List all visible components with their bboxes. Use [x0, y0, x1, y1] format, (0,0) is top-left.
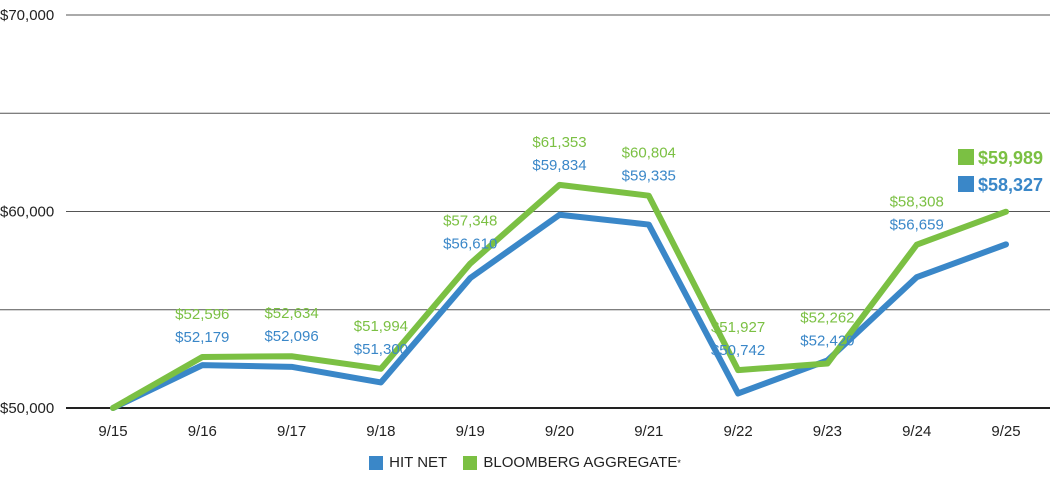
end-label-value: $58,327 — [978, 175, 1043, 195]
x-tick-label: 9/24 — [902, 423, 931, 440]
legend-swatch-hit-net — [369, 455, 384, 470]
data-label-hit-net: $50,742 — [711, 342, 765, 359]
x-tick-label: 9/23 — [813, 423, 842, 440]
data-label-hit-net: $56,610 — [443, 236, 497, 253]
end-label-value: $59,989 — [978, 148, 1043, 168]
legend-label-bloomberg: BLOOMBERG AGGREGATE — [483, 454, 678, 471]
data-label-bloomberg: $51,994 — [354, 318, 408, 335]
x-tick-label: 9/20 — [545, 423, 574, 440]
data-label-bloomberg: $51,927 — [711, 319, 765, 336]
data-label-hit-net: $52,096 — [264, 328, 318, 345]
legend-item-hit-net: HIT NET — [369, 454, 447, 471]
data-label-bloomberg: $61,353 — [532, 134, 586, 151]
end-labels: $59,989 $58,327 — [958, 148, 1043, 195]
legend-footnote-marker: * — [677, 457, 681, 468]
legend-item-bloomberg: BLOOMBERG AGGREGATE * — [463, 454, 681, 471]
y-tick-label: $50,000 — [0, 400, 54, 417]
data-label-hit-net: $59,335 — [622, 168, 676, 185]
y-axis-ticks: $50,000 $60,000 $70,000 — [0, 7, 54, 417]
x-tick-label: 9/22 — [723, 423, 752, 440]
legend-label-hit-net: HIT NET — [389, 454, 448, 471]
data-label-hit-net: $52,420 — [800, 332, 854, 349]
data-label-hit-net: $52,179 — [175, 329, 229, 346]
data-label-hit-net: $51,300 — [354, 341, 408, 358]
data-label-bloomberg: $60,804 — [622, 145, 676, 162]
end-label-marker — [958, 149, 974, 165]
data-label-hit-net: $56,659 — [890, 217, 944, 234]
x-tick-label: 9/18 — [366, 423, 395, 440]
x-tick-label: 9/25 — [991, 423, 1020, 440]
data-label-bloomberg: $52,634 — [264, 305, 318, 322]
data-label-bloomberg: $52,262 — [800, 309, 854, 326]
x-tick-label: 9/16 — [188, 423, 217, 440]
grid-lines — [0, 14, 1050, 409]
legend: HIT NET BLOOMBERG AGGREGATE * — [0, 454, 1050, 474]
data-label-hit-net: $59,834 — [532, 157, 586, 174]
data-label-bloomberg: $52,596 — [175, 306, 229, 323]
series-line-bloomberg — [110, 181, 1009, 411]
y-tick-label: $70,000 — [0, 7, 54, 24]
end-label-marker — [958, 176, 974, 192]
x-tick-label: 9/17 — [277, 423, 306, 440]
data-label-bloomberg: $58,308 — [890, 194, 944, 211]
x-tick-label: 9/19 — [456, 423, 485, 440]
x-axis-ticks: 9/15 9/16 9/17 9/18 9/19 9/20 9/21 9/22 9/23 9/24… — [98, 423, 1020, 440]
data-label-bloomberg: $57,348 — [443, 213, 497, 230]
data-labels: $52,596 $52,179 $52,634 $52,096 $51,994 $51,3… — [175, 134, 944, 359]
x-tick-label: 9/21 — [634, 423, 663, 440]
legend-swatch-bloomberg — [463, 455, 478, 470]
x-tick-label: 9/15 — [98, 423, 127, 440]
series-lines — [110, 181, 1009, 411]
y-tick-label: $60,000 — [0, 204, 54, 221]
series-line-hit-net — [110, 211, 1009, 411]
